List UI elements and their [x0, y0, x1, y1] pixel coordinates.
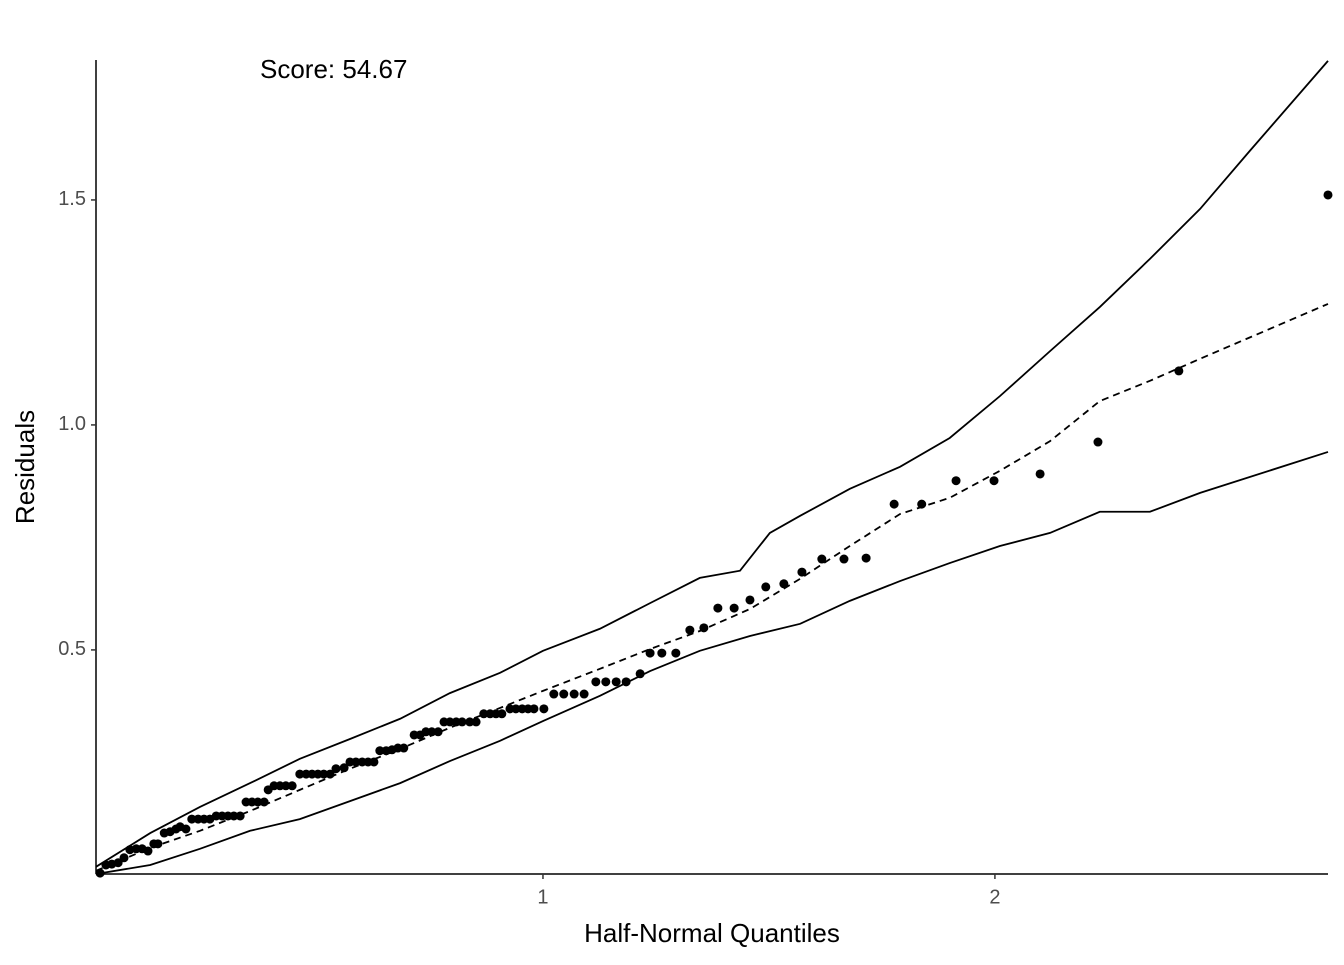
point	[253, 797, 263, 807]
point	[839, 554, 849, 564]
point	[319, 769, 329, 779]
point	[989, 476, 999, 486]
point	[287, 781, 297, 791]
point	[181, 824, 191, 834]
point	[1174, 366, 1184, 376]
point	[951, 476, 961, 486]
point	[861, 553, 871, 563]
point	[1035, 469, 1045, 479]
point	[745, 595, 755, 605]
annotation: Score: 54.67	[260, 54, 407, 84]
point	[657, 648, 667, 658]
point	[559, 689, 569, 699]
y-tick-label: 0.5	[58, 638, 86, 660]
point	[511, 704, 521, 714]
y-tick-label: 1.5	[58, 188, 86, 210]
point	[143, 846, 153, 856]
point	[761, 582, 771, 592]
envelope-line	[95, 60, 1329, 868]
point	[635, 669, 645, 679]
point	[817, 554, 827, 564]
point	[685, 625, 695, 635]
point	[187, 814, 197, 824]
point	[713, 603, 723, 613]
point	[375, 746, 385, 756]
median-line	[95, 303, 1329, 872]
point	[611, 677, 621, 687]
point	[889, 499, 899, 509]
point	[281, 781, 291, 791]
x-axis-title: Half-Normal Quantiles	[584, 918, 840, 948]
point	[471, 717, 481, 727]
y-tick-label: 1.0	[58, 413, 86, 435]
point	[295, 769, 305, 779]
point	[549, 689, 559, 699]
point	[351, 757, 361, 767]
point	[779, 579, 789, 589]
point	[1323, 190, 1333, 200]
point	[1093, 437, 1103, 447]
point	[369, 757, 379, 767]
point	[729, 603, 739, 613]
point	[539, 704, 549, 714]
x-tick-label: 1	[537, 886, 548, 908]
x-tick-label: 2	[989, 886, 1000, 908]
point	[797, 567, 807, 577]
point	[445, 717, 455, 727]
point	[479, 709, 489, 719]
envelope-line	[95, 451, 1329, 875]
point	[399, 743, 409, 753]
point	[529, 704, 539, 714]
point	[457, 717, 467, 727]
point	[465, 717, 475, 727]
point	[917, 499, 927, 509]
point	[671, 648, 681, 658]
point	[331, 764, 341, 774]
point	[579, 689, 589, 699]
point	[569, 689, 579, 699]
point	[497, 709, 507, 719]
point	[601, 677, 611, 687]
point	[591, 677, 601, 687]
y-axis-title: Residuals	[10, 410, 40, 524]
